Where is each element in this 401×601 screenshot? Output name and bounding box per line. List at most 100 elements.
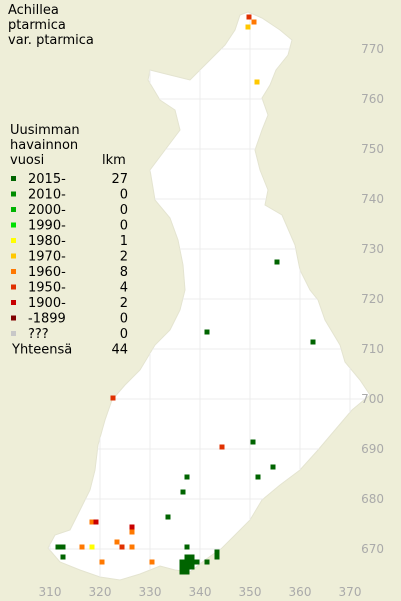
occurrence-marker [99,559,105,565]
legend-label: ??? [28,327,49,342]
occurrence-marker [119,544,125,550]
occurrence-marker [184,474,190,480]
occurrence-marker [274,259,280,265]
y-tick-label: 690 [361,442,384,456]
occurrence-marker [184,559,190,565]
occurrence-marker [89,519,95,525]
occurrence-marker [93,519,99,525]
legend-count: 4 [120,281,128,296]
total-label: Yhteensä [11,343,72,358]
x-tick-label: 360 [289,585,312,599]
legend-swatch [11,315,16,321]
legend-label: 1950- [28,281,66,296]
legend-count: 8 [120,265,128,280]
legend-swatch [11,331,16,336]
title-line: ptarmica [8,18,66,33]
legend-swatch [11,300,16,305]
occurrence-marker [55,544,61,550]
occurrence-marker [246,14,252,20]
x-tick-label: 340 [189,585,212,599]
occurrence-marker [179,559,185,565]
y-tick-label: 680 [361,492,384,506]
legend-count: 0 [120,219,128,234]
legend-swatch [11,253,16,259]
legend-count: 2 [120,296,128,311]
occurrence-marker [179,564,185,570]
legend-label: 1970- [28,250,66,265]
occurrence-marker [245,24,251,30]
occurrence-marker [219,444,225,450]
legend-count: 0 [120,203,128,218]
occurrence-marker [184,554,190,560]
legend-heading: vuosi [10,153,44,168]
x-tick-label: 370 [339,585,362,599]
legend-count-heading: lkm [102,153,126,168]
y-tick-label: 740 [361,192,384,206]
occurrence-marker [270,464,276,470]
y-tick-label: 720 [361,292,384,306]
legend-swatch [11,176,16,181]
y-tick-label: 760 [361,92,384,106]
layer: 310 320 330 340 350 360 370 670 680 690 700 710 720 7… [8,3,384,599]
y-tick-label: 770 [361,42,384,56]
title-line: Achillea [8,3,59,18]
occurrence-marker [251,19,257,25]
legend-label: 2000- [28,203,66,218]
legend-label: 1980- [28,234,66,249]
occurrence-marker [204,559,210,565]
x-tick-label: 320 [89,585,112,599]
occurrence-marker [114,539,120,545]
occurrence-marker [255,474,261,480]
legend-heading: Uusimman [10,123,80,138]
occurrence-marker [204,329,210,335]
occurrence-marker [184,569,190,575]
legend-swatch [11,222,16,228]
occurrence-marker [89,544,95,550]
occurrence-marker [179,569,185,575]
legend-count: 0 [120,188,128,203]
occurrence-marker [180,489,186,495]
legend-swatch [11,269,16,274]
x-tick-label: 310 [39,585,62,599]
legend-swatch [11,207,16,212]
occurrence-marker [60,554,66,560]
legend-label: 1900- [28,296,66,311]
occurrence-marker [194,559,200,565]
occurrence-marker [250,439,256,445]
y-tick-label: 710 [361,342,384,356]
occurrence-marker [184,544,190,550]
occurrence-marker [254,79,260,85]
occurrence-marker [129,529,135,535]
legend-count: 2 [120,250,128,265]
occurrence-marker [184,564,190,570]
y-tick-label: 670 [361,542,384,556]
x-tick-label: 350 [239,585,262,599]
occurrence-marker [189,559,195,565]
legend-count: 1 [120,234,128,249]
occurrence-marker [189,554,195,560]
occurrence-marker [149,559,155,565]
occurrence-marker [129,524,135,530]
y-tick-label: 700 [361,392,384,406]
legend-label: 2010- [28,188,66,203]
occurrence-marker [60,544,66,550]
legend-swatch [11,191,16,197]
legend-swatch [11,238,16,243]
legend-heading: havainnon [10,138,78,153]
legend-label: -1899 [28,312,66,327]
x-tick-label: 330 [139,585,162,599]
legend-swatch [11,284,16,290]
occurrence-marker [129,544,135,550]
legend-count: 27 [111,172,128,187]
legend-count: 0 [120,312,128,327]
land [47,11,371,581]
occurrence-marker [214,549,220,555]
occurrence-marker [189,564,195,570]
legend-label: 1960- [28,265,66,280]
total-count: 44 [111,343,128,358]
legend-label: 1990- [28,219,66,234]
y-tick-label: 750 [361,142,384,156]
occurrence-marker [110,395,116,401]
legend-label: 2015- [28,172,66,187]
